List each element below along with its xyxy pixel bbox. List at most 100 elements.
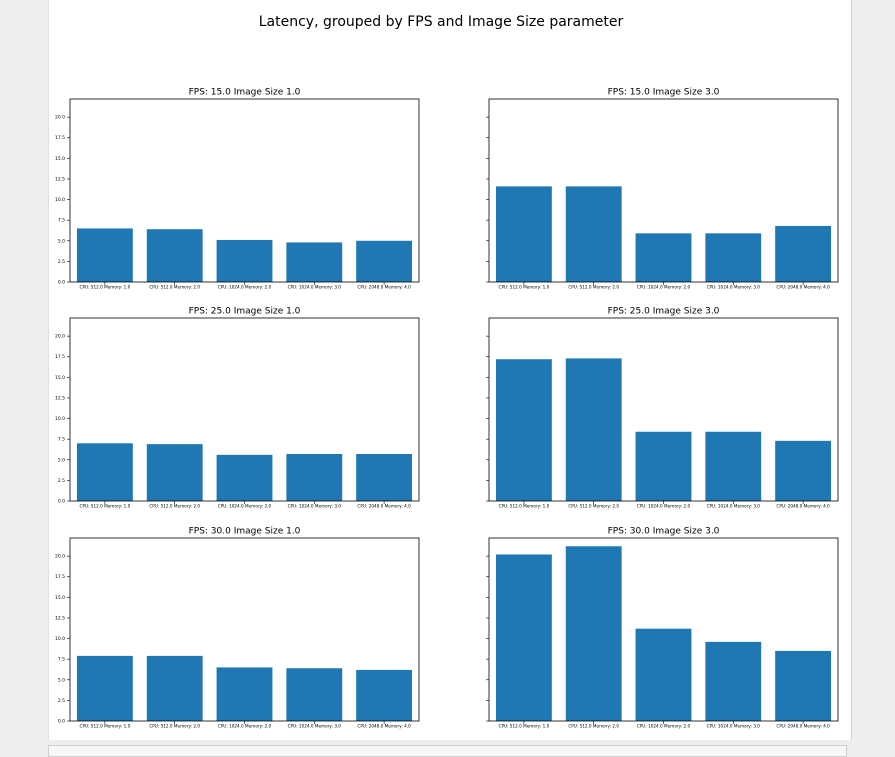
x-tick-label: CPU: 1024.0 Memory: 3.0 bbox=[288, 724, 342, 729]
bar bbox=[705, 641, 762, 721]
bar bbox=[495, 186, 552, 282]
bar bbox=[76, 228, 133, 282]
y-tick-label: 7.5 bbox=[58, 218, 65, 224]
bar bbox=[565, 186, 622, 282]
bar bbox=[146, 444, 203, 501]
x-tick-label: CPU: 1024.0 Memory: 2.0 bbox=[218, 504, 272, 509]
y-tick-label: 5.0 bbox=[58, 677, 65, 683]
x-tick-label: CPU: 1024.0 Memory: 3.0 bbox=[288, 285, 342, 290]
x-tick-label: CPU: 2048.0 Memory: 4.0 bbox=[776, 724, 830, 729]
y-tick-label: 0.0 bbox=[58, 719, 65, 725]
bar bbox=[286, 454, 343, 501]
subplot-title: FPS: 15.0 Image Size 1.0 bbox=[189, 88, 301, 98]
axes-frame bbox=[69, 317, 420, 502]
bar bbox=[635, 628, 692, 721]
x-tick-label: CPU: 1024.0 Memory: 3.0 bbox=[288, 504, 342, 509]
x-tick-label: CPU: 512.0 Memory: 1.0 bbox=[499, 504, 550, 509]
y-tick-label: 10.0 bbox=[55, 416, 65, 422]
y-tick-label: 20.0 bbox=[55, 115, 65, 121]
bar bbox=[565, 546, 622, 721]
bar bbox=[495, 554, 552, 721]
x-tick-label: CPU: 512.0 Memory: 1.0 bbox=[499, 724, 550, 729]
bar bbox=[356, 240, 413, 282]
x-tick-label: CPU: 512.0 Memory: 2.0 bbox=[149, 504, 200, 509]
bar bbox=[216, 239, 273, 282]
y-tick-label: 17.5 bbox=[55, 574, 65, 580]
x-tick-label: CPU: 512.0 Memory: 2.0 bbox=[568, 504, 619, 509]
y-tick-label: 15.0 bbox=[55, 156, 65, 162]
bar bbox=[635, 233, 692, 282]
bar bbox=[635, 431, 692, 501]
bar bbox=[495, 359, 552, 501]
bar bbox=[216, 454, 273, 501]
bar bbox=[356, 669, 413, 721]
y-tick-label: 7.5 bbox=[58, 657, 65, 663]
bar bbox=[76, 655, 133, 721]
bar bbox=[775, 440, 832, 501]
y-tick-label: 12.5 bbox=[55, 395, 65, 401]
y-tick-label: 0.0 bbox=[58, 499, 65, 505]
bar bbox=[286, 668, 343, 721]
subplot-title: FPS: 25.0 Image Size 3.0 bbox=[608, 307, 720, 317]
x-tick-label: CPU: 512.0 Memory: 1.0 bbox=[80, 724, 131, 729]
x-tick-label: CPU: 512.0 Memory: 2.0 bbox=[568, 285, 619, 290]
bar bbox=[775, 650, 832, 721]
y-tick-label: 2.5 bbox=[58, 698, 65, 704]
bar bbox=[286, 242, 343, 282]
axes-frame bbox=[488, 537, 839, 722]
x-tick-label: CPU: 512.0 Memory: 2.0 bbox=[149, 724, 200, 729]
y-tick-label: 2.5 bbox=[58, 259, 65, 265]
x-tick-label: CPU: 1024.0 Memory: 2.0 bbox=[637, 724, 691, 729]
bar bbox=[76, 443, 133, 501]
subplot-title: FPS: 25.0 Image Size 1.0 bbox=[189, 307, 301, 317]
x-tick-label: CPU: 2048.0 Memory: 4.0 bbox=[776, 504, 830, 509]
y-tick-label: 17.5 bbox=[55, 354, 65, 360]
bar bbox=[705, 431, 762, 501]
x-tick-label: CPU: 1024.0 Memory: 2.0 bbox=[218, 724, 272, 729]
x-tick-label: CPU: 2048.0 Memory: 4.0 bbox=[357, 724, 411, 729]
x-tick-label: CPU: 1024.0 Memory: 2.0 bbox=[637, 504, 691, 509]
y-tick-label: 5.0 bbox=[58, 238, 65, 244]
axes-frame bbox=[488, 317, 839, 502]
subplot-title: FPS: 15.0 Image Size 3.0 bbox=[608, 88, 720, 98]
x-tick-label: CPU: 1024.0 Memory: 3.0 bbox=[707, 285, 761, 290]
x-tick-label: CPU: 1024.0 Memory: 3.0 bbox=[707, 504, 761, 509]
x-tick-label: CPU: 512.0 Memory: 1.0 bbox=[80, 504, 131, 509]
y-tick-label: 20.0 bbox=[55, 554, 65, 560]
y-tick-label: 5.0 bbox=[58, 457, 65, 463]
x-tick-label: CPU: 1024.0 Memory: 2.0 bbox=[637, 285, 691, 290]
y-tick-label: 7.5 bbox=[58, 437, 65, 443]
x-tick-label: CPU: 2048.0 Memory: 4.0 bbox=[357, 285, 411, 290]
axes-frame bbox=[69, 98, 420, 283]
figure-title: Latency, grouped by FPS and Image Size p… bbox=[259, 14, 624, 30]
y-tick-label: 20.0 bbox=[55, 334, 65, 340]
bar bbox=[775, 225, 832, 282]
x-tick-label: CPU: 2048.0 Memory: 4.0 bbox=[776, 285, 830, 290]
x-tick-label: CPU: 512.0 Memory: 2.0 bbox=[149, 285, 200, 290]
bar bbox=[146, 655, 203, 721]
bar bbox=[356, 454, 413, 501]
y-tick-label: 12.5 bbox=[55, 615, 65, 621]
axes-frame bbox=[69, 537, 420, 722]
x-tick-label: CPU: 512.0 Memory: 1.0 bbox=[499, 285, 550, 290]
output-cell bbox=[48, 0, 852, 740]
x-tick-label: CPU: 1024.0 Memory: 3.0 bbox=[707, 724, 761, 729]
x-tick-label: CPU: 512.0 Memory: 2.0 bbox=[568, 724, 619, 729]
x-tick-label: CPU: 512.0 Memory: 1.0 bbox=[80, 285, 131, 290]
axes-frame bbox=[488, 98, 839, 283]
bar bbox=[146, 229, 203, 282]
bar bbox=[216, 667, 273, 721]
y-tick-label: 0.0 bbox=[58, 280, 65, 286]
subplot-title: FPS: 30.0 Image Size 3.0 bbox=[608, 527, 720, 537]
y-tick-label: 15.0 bbox=[55, 595, 65, 601]
y-tick-label: 10.0 bbox=[55, 197, 65, 203]
y-tick-label: 17.5 bbox=[55, 135, 65, 141]
bar bbox=[565, 358, 622, 501]
x-tick-label: CPU: 2048.0 Memory: 4.0 bbox=[357, 504, 411, 509]
y-tick-label: 15.0 bbox=[55, 375, 65, 381]
y-tick-label: 10.0 bbox=[55, 636, 65, 642]
y-tick-label: 2.5 bbox=[58, 478, 65, 484]
subplot-title: FPS: 30.0 Image Size 1.0 bbox=[189, 527, 301, 537]
